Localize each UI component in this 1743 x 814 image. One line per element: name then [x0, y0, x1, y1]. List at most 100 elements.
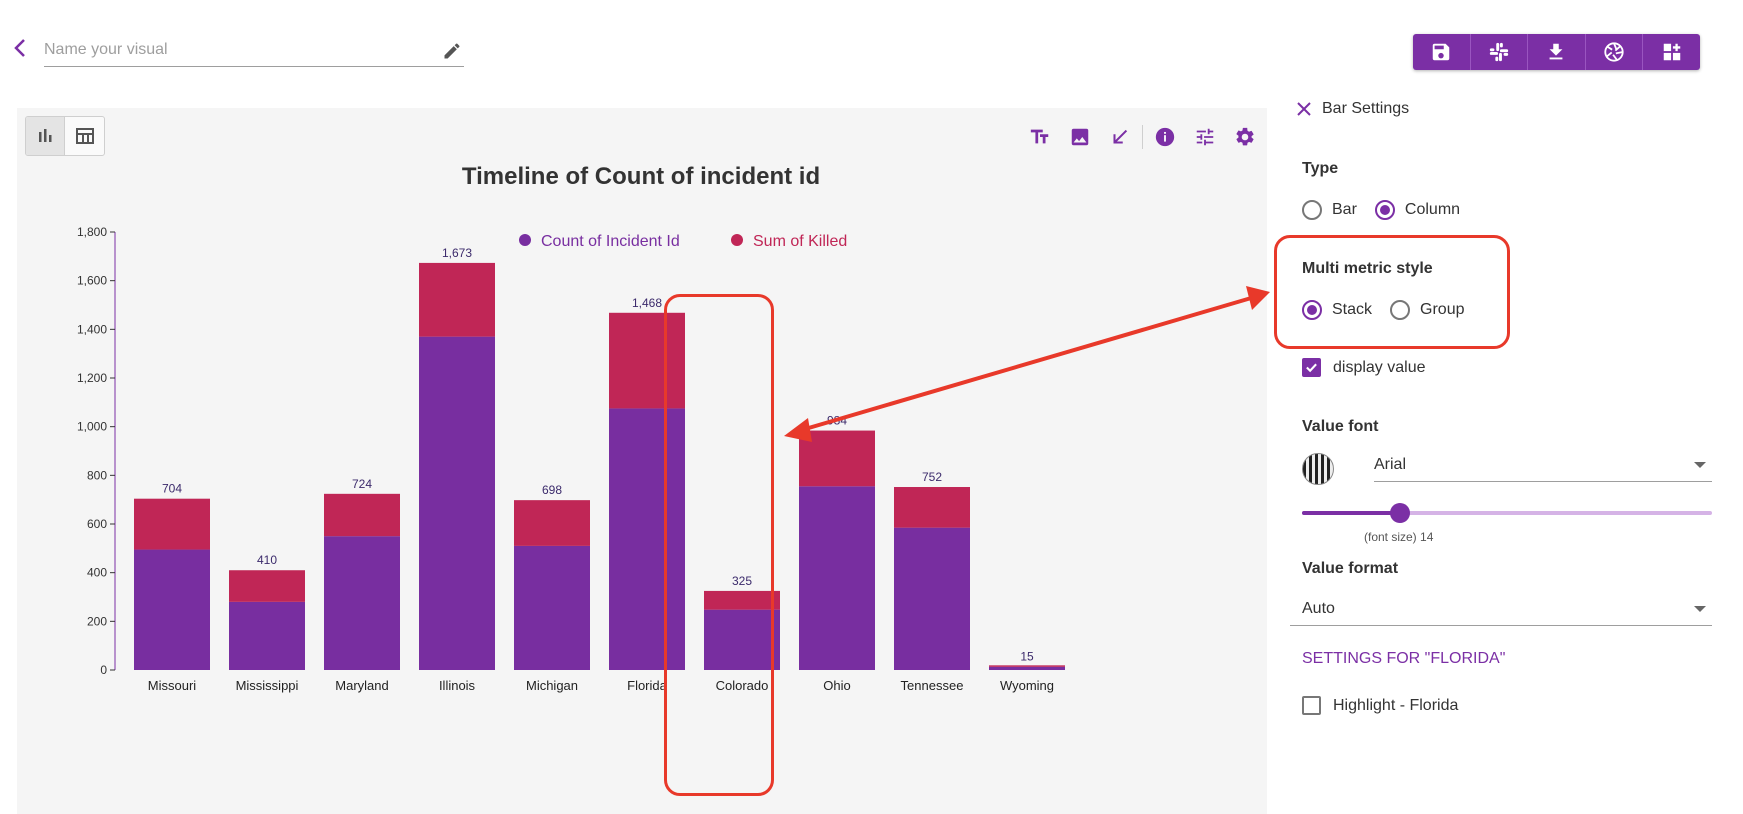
- type-bar-radio[interactable]: [1302, 200, 1322, 220]
- bar-segment-maryland-killed[interactable]: [324, 493, 400, 537]
- group-radio[interactable]: [1390, 300, 1411, 320]
- bar-segment-illinois-count[interactable]: [419, 336, 495, 670]
- tune-button[interactable]: [1185, 122, 1225, 152]
- bar-segment-mississippi-killed[interactable]: [229, 570, 305, 602]
- font-size-slider[interactable]: [1302, 503, 1712, 523]
- bar-segment-florida-count[interactable]: [609, 408, 685, 670]
- highlight-box-multi-metric: [1274, 235, 1510, 349]
- tune-icon: [1196, 128, 1214, 146]
- bar-segment-ohio-count[interactable]: [799, 486, 875, 670]
- gear-icon: [1236, 127, 1254, 146]
- download-button[interactable]: [1528, 34, 1586, 70]
- bar-segment-colorado-count[interactable]: [704, 609, 780, 670]
- chevron-down-icon: [1694, 462, 1706, 468]
- bar-segment-maryland-count[interactable]: [324, 536, 400, 670]
- bar-segment-missouri-killed[interactable]: [134, 498, 210, 550]
- visual-name-input[interactable]: [44, 37, 424, 59]
- legend-label-count[interactable]: Count of Incident Id: [541, 233, 680, 250]
- y-tick-label: 1,200: [77, 371, 107, 385]
- x-tick-label: Colorado: [716, 678, 769, 693]
- text-size-icon: [1030, 129, 1049, 144]
- bar-segment-illinois-killed[interactable]: [419, 262, 495, 337]
- type-radio-group: Bar Column: [1302, 200, 1478, 220]
- stack-label[interactable]: Stack: [1332, 301, 1373, 318]
- x-tick-label: Michigan: [526, 678, 578, 693]
- data-label: 724: [352, 477, 372, 491]
- snapshot-button[interactable]: [1586, 34, 1644, 70]
- y-tick-label: 0: [100, 663, 107, 677]
- highlight-label[interactable]: Highlight - Florida: [1333, 696, 1459, 714]
- chart-legend: Count of Incident Id Sum of Killed: [519, 233, 847, 250]
- visual-name-field[interactable]: [44, 37, 464, 67]
- font-color-picker[interactable]: [1302, 453, 1334, 485]
- y-tick-label: 1,400: [77, 322, 107, 336]
- pencil-icon[interactable]: [442, 41, 462, 61]
- settings-for-label: SETTINGS FOR "FLORIDA": [1302, 650, 1506, 667]
- data-label: 698: [542, 483, 562, 497]
- data-label: 410: [257, 553, 277, 567]
- legend-label-killed[interactable]: Sum of Killed: [753, 233, 847, 250]
- table-view-button[interactable]: [65, 117, 104, 155]
- bar-segment-florida-killed[interactable]: [609, 312, 685, 409]
- x-tick-label: Illinois: [439, 678, 476, 693]
- slack-icon: [1489, 42, 1509, 62]
- bar-segment-missouri-count[interactable]: [134, 549, 210, 670]
- close-icon[interactable]: [1296, 101, 1312, 117]
- legend-marker-count: [519, 234, 531, 246]
- back-button[interactable]: [10, 37, 32, 59]
- chart-view-button[interactable]: [26, 117, 65, 155]
- display-value-checkbox[interactable]: [1302, 358, 1321, 377]
- top-toolbar: [1413, 34, 1700, 70]
- highlight-checkbox[interactable]: [1302, 696, 1321, 715]
- value-font-select[interactable]: Arial: [1374, 448, 1712, 482]
- bar-segment-wyoming-count[interactable]: [989, 666, 1065, 670]
- stack-radio[interactable]: [1302, 300, 1322, 320]
- bar-segment-michigan-count[interactable]: [514, 545, 590, 670]
- type-column-label[interactable]: Column: [1404, 201, 1461, 218]
- font-size-slider-thumb[interactable]: [1390, 503, 1411, 523]
- x-tick-label: Missouri: [148, 678, 197, 693]
- table-icon: [75, 128, 94, 144]
- bar-segment-tennessee-killed[interactable]: [894, 487, 970, 528]
- group-label[interactable]: Group: [1420, 301, 1465, 318]
- value-format-value: Auto: [1302, 599, 1335, 617]
- slack-button[interactable]: [1471, 34, 1529, 70]
- type-column-radio[interactable]: [1374, 200, 1395, 220]
- settings-title: Bar Settings: [1322, 100, 1410, 117]
- type-bar-label[interactable]: Bar: [1332, 201, 1357, 218]
- data-label: 325: [732, 574, 752, 588]
- bar-chart-icon: [39, 129, 52, 142]
- bar-segment-colorado-killed[interactable]: [704, 590, 780, 610]
- multi-metric-radio-group: Stack Group: [1302, 300, 1482, 320]
- x-tick-label: Mississippi: [236, 678, 299, 693]
- x-tick-label: Tennessee: [901, 678, 964, 693]
- x-tick-label: Wyoming: [1000, 678, 1054, 693]
- y-tick-label: 1,000: [77, 420, 107, 434]
- image-button[interactable]: [1060, 122, 1100, 152]
- chart-panel: Timeline of Count of incident id Count o…: [17, 108, 1267, 814]
- bar-segment-wyoming-killed[interactable]: [989, 665, 1065, 667]
- download-icon: [1550, 43, 1563, 60]
- y-tick-label: 600: [87, 517, 107, 531]
- bar-segment-mississippi-count[interactable]: [229, 601, 305, 670]
- font-size-label: (font size) 14: [1364, 530, 1434, 544]
- save-button[interactable]: [1413, 34, 1471, 70]
- settings-header: Bar Settings: [1296, 100, 1409, 118]
- chevron-left-icon: [14, 39, 25, 57]
- bar-segment-michigan-killed[interactable]: [514, 500, 590, 546]
- highlight-row: Highlight - Florida: [1302, 696, 1458, 715]
- text-size-button[interactable]: [1020, 122, 1060, 152]
- display-value-label[interactable]: display value: [1333, 358, 1426, 376]
- value-format-title: Value format: [1302, 560, 1399, 577]
- info-button[interactable]: [1145, 122, 1185, 152]
- collapse-button[interactable]: [1100, 122, 1140, 152]
- add-widget-button[interactable]: [1643, 34, 1700, 70]
- bar-segment-ohio-killed[interactable]: [799, 430, 875, 487]
- x-tick-label: Maryland: [335, 678, 388, 693]
- checkmark-icon: [1306, 363, 1317, 373]
- bar-segment-tennessee-count[interactable]: [894, 527, 970, 670]
- settings-button[interactable]: [1225, 122, 1265, 152]
- y-tick-label: 400: [87, 566, 107, 580]
- plot-area: 0 200 400 600 800 1,000 1,200 1,400 1,600 1,800 70…: [77, 225, 1065, 693]
- value-format-select[interactable]: Auto: [1290, 592, 1712, 626]
